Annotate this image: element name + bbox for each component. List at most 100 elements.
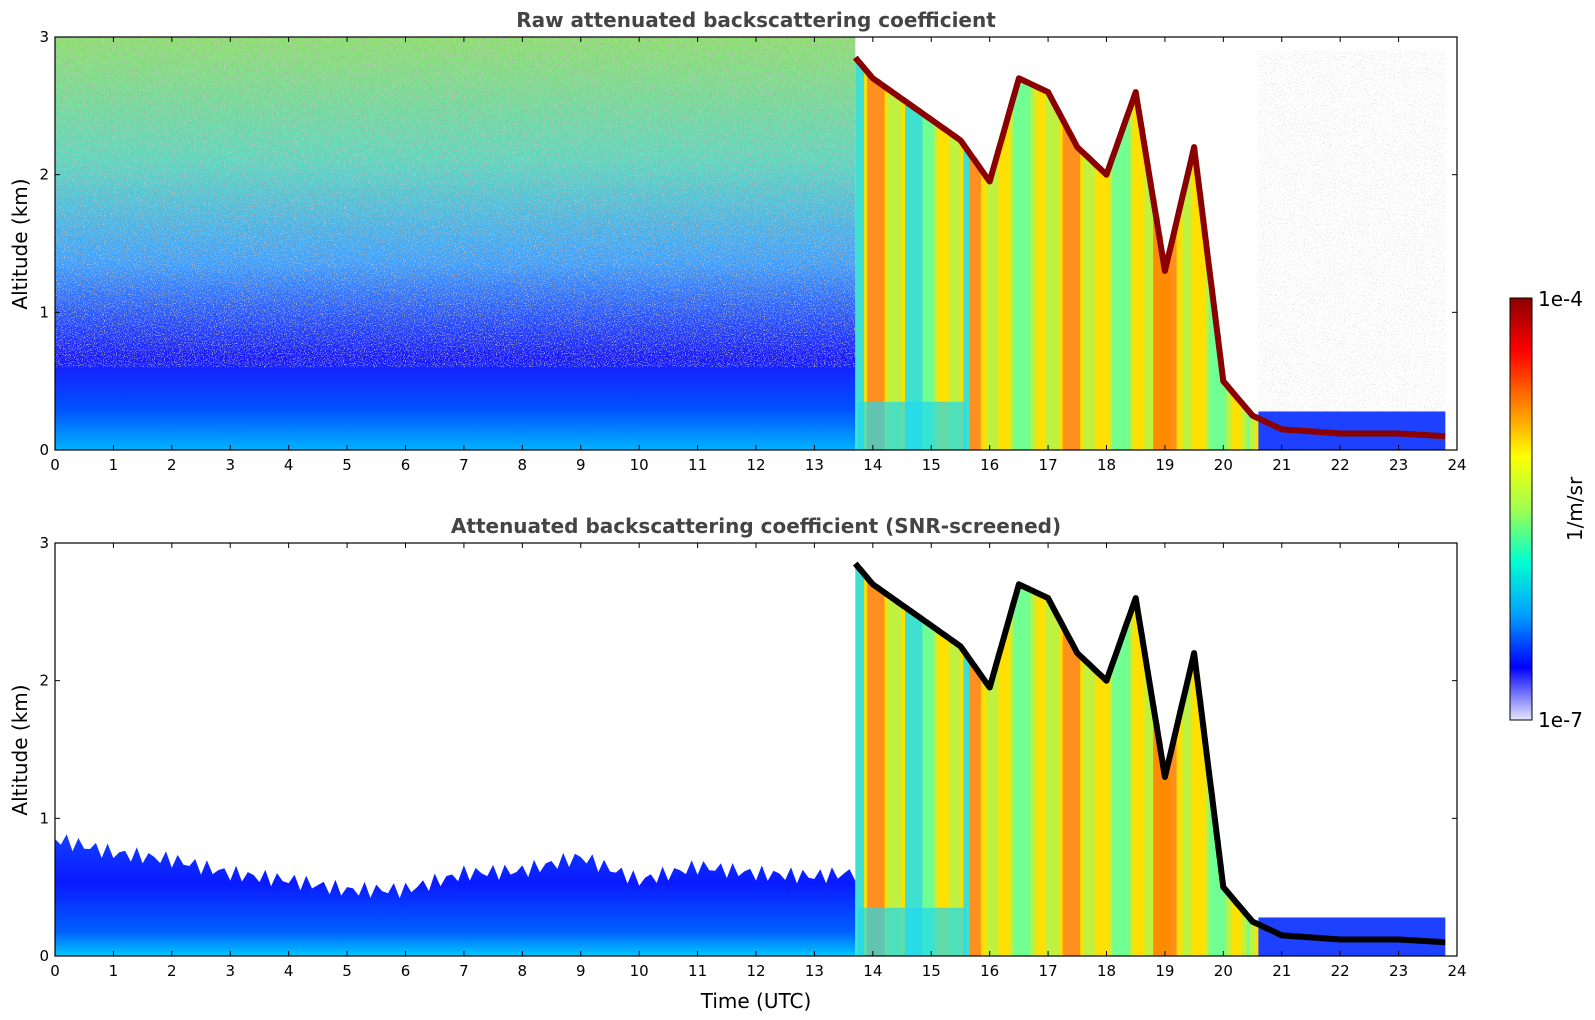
cloud-column: [1159, 741, 1163, 956]
cloud-column: [1124, 631, 1128, 956]
x-tick-label: 4: [284, 962, 294, 980]
cloud-column: [1103, 171, 1108, 450]
cloud-base-line: [852, 55, 1446, 440]
cloud-column: [1056, 108, 1061, 450]
x-tick-label: 9: [576, 962, 586, 980]
cloud-column: [1112, 158, 1116, 450]
cloud-column: [975, 160, 979, 450]
cloud-column: [1214, 311, 1219, 450]
colorbar: 1e-4 1e-7 1/m/sr: [1509, 287, 1587, 732]
cloud-column: [1170, 752, 1175, 956]
cloud-column: [1100, 169, 1105, 450]
cloud-column: [1024, 81, 1029, 450]
x-tick-label: 4: [284, 456, 294, 474]
cloud-column: [1173, 739, 1178, 956]
x-tick-label: 3: [225, 456, 235, 474]
cloud-column: [925, 115, 929, 450]
cloud-column: [1124, 125, 1128, 450]
y-tick-label: 3: [39, 534, 49, 552]
cloud-column: [951, 640, 956, 956]
cloud-column: [872, 78, 877, 450]
cloud-column: [1185, 690, 1189, 956]
cloud-column: [1179, 209, 1183, 450]
x-tick-label: 10: [630, 456, 649, 474]
cloud-column: [899, 602, 903, 956]
cloud-column: [1226, 890, 1230, 956]
top-y-axis-label: Altitude (km): [8, 178, 32, 309]
cloud-column: [1217, 334, 1221, 450]
x-tick-label: 15: [922, 456, 941, 474]
cloud-column: [998, 150, 1002, 450]
cloud-column: [1051, 97, 1055, 450]
cloud-column: [1223, 887, 1227, 956]
x-tick-label: 13: [805, 456, 824, 474]
cloud-column: [864, 68, 868, 450]
cloud-column: [922, 619, 926, 956]
cloud-column: [945, 129, 950, 450]
top-y-axis: 0 1 2 3: [39, 28, 1457, 459]
cloud-column: [1086, 155, 1090, 450]
cloud-column: [925, 621, 929, 956]
cloud-column: [1246, 914, 1251, 956]
cloud-column: [1167, 764, 1172, 956]
cloud-column: [875, 586, 880, 956]
cloud-column: [1062, 119, 1067, 450]
cloud-column: [1097, 672, 1102, 956]
colorbar-min-label: 1e-7: [1538, 708, 1583, 732]
cloud-column: [1115, 149, 1119, 450]
cloud-column: [1103, 677, 1108, 956]
cloud-column: [919, 617, 924, 956]
cloud-column: [1144, 145, 1148, 450]
cloud-column: [1018, 78, 1023, 450]
cloud-column: [980, 675, 985, 956]
cloud-column: [1086, 661, 1090, 956]
cloud-column: [978, 165, 982, 450]
cloud-column: [907, 103, 912, 450]
cloud-column: [1121, 133, 1125, 450]
cloud-column: [869, 74, 874, 450]
cloud-column: [972, 156, 976, 450]
x-tick-label: 8: [518, 456, 528, 474]
cloud-column: [1118, 647, 1122, 956]
cloud-column: [937, 629, 941, 956]
cloud-column: [1071, 642, 1075, 956]
cloud-column: [1232, 897, 1236, 956]
y-tick-label: 1: [39, 809, 49, 827]
x-tick-label: 24: [1447, 962, 1466, 980]
cloud-column: [1150, 181, 1154, 450]
cloud-column: [957, 138, 961, 450]
cloud-column: [1144, 651, 1148, 956]
x-tick-label: 22: [1331, 962, 1350, 980]
cloud-column: [948, 132, 953, 450]
cloud-column: [902, 605, 906, 956]
cloud-column: [902, 99, 906, 450]
top-panel-title: Raw attenuated backscattering coefficien…: [516, 8, 996, 32]
cloud-column: [983, 679, 988, 956]
x-tick-label: 24: [1447, 456, 1466, 474]
x-tick-label: 13: [805, 962, 824, 980]
noise-speckle: [55, 37, 856, 368]
x-tick-label: 19: [1155, 456, 1174, 474]
y-tick-label: 2: [39, 166, 49, 184]
cloud-column: [960, 140, 964, 450]
cloud-column: [1252, 415, 1256, 450]
cloud-column: [1004, 635, 1008, 956]
cloud-column: [1147, 163, 1151, 450]
cloud-column: [878, 82, 883, 450]
cloud-column: [887, 88, 891, 450]
bottom-heatmap: [55, 561, 1446, 956]
cloud-column: [1097, 166, 1102, 450]
top-heatmap: [55, 37, 1446, 450]
x-tick-label: 5: [342, 456, 352, 474]
x-tick-label: 12: [746, 456, 765, 474]
x-tick-label: 21: [1272, 456, 1291, 474]
cloud-column: [948, 638, 953, 956]
cloud-column: [1051, 603, 1055, 956]
cloud-column: [919, 111, 924, 450]
cloud-column: [1091, 160, 1096, 450]
cloud-column: [1240, 401, 1245, 450]
x-tick-label: 16: [980, 962, 999, 980]
cloud-column: [869, 580, 874, 956]
cloud-column: [858, 61, 862, 450]
cloud-column: [890, 90, 894, 450]
